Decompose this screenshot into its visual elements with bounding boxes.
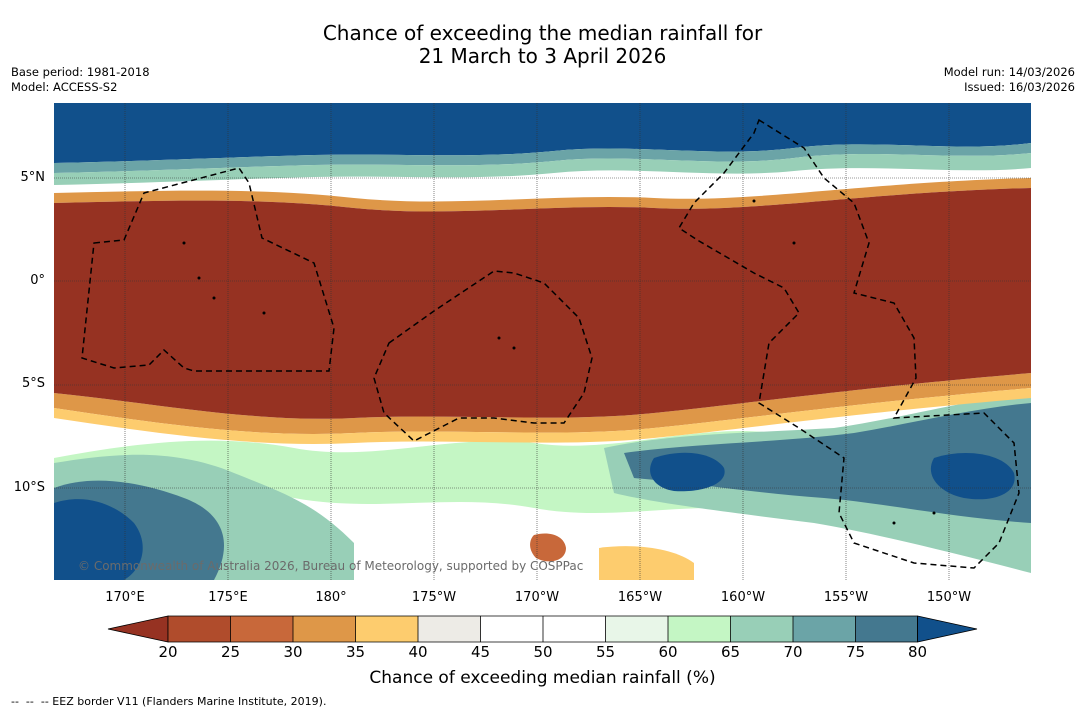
colorbar-high-extend (917, 615, 978, 643)
rainfall-map-svg (54, 103, 1031, 580)
colorbar-title: Chance of exceeding median rainfall (%) (369, 668, 716, 688)
islands (182, 199, 936, 525)
colorbar-tick-65: 65 (720, 643, 741, 661)
colorbar-tick-25: 25 (220, 643, 241, 661)
colorbar-tick-35: 35 (345, 643, 366, 661)
colorbar-tick-70: 70 (783, 643, 803, 661)
meta-left: Base period: 1981-2018 Model: ACCESS-S2 (11, 65, 150, 95)
model-run-text: Model run: 14/03/2026 (943, 65, 1075, 79)
issued-text: Issued: 16/03/2026 (964, 80, 1075, 94)
colorbar-tick-60: 60 (658, 643, 678, 661)
colorbar-tick-80: 80 (907, 643, 928, 661)
eez-kiribati-gilberts (81, 167, 335, 372)
lon-label-155w: 155°W (823, 590, 869, 605)
lon-label-175w: 175°W (411, 590, 457, 605)
north-transition (54, 178, 1031, 212)
colorbar-tick-55: 55 (595, 643, 616, 661)
eez-borders (81, 118, 1020, 569)
eez-line-islands (677, 118, 1020, 569)
equatorial-dry-band (54, 188, 1031, 419)
lat-label-10s: 10°S (13, 480, 45, 495)
lon-label-175e: 175°E (208, 590, 248, 605)
south-navy-west (54, 499, 143, 580)
graticule (54, 103, 1031, 580)
map-title-line1: Chance of exceeding the median rainfall … (322, 21, 763, 45)
lon-label-160w: 160°W (720, 590, 766, 605)
colorbar-bin-35-40 (355, 616, 418, 642)
colorbar-tick-40: 40 (408, 643, 428, 661)
colorbar-bin-40-45 (418, 616, 481, 642)
colorbar-bin-20-25 (168, 616, 231, 642)
north-green-band (54, 153, 1031, 185)
lon-label-170w: 170°W (514, 590, 560, 605)
model-text: Model: ACCESS-S2 (11, 80, 118, 94)
eez-footnote: -- -- -- EEZ border V11 (Flanders Marine… (11, 695, 327, 708)
colorbar-bin-45-50 (480, 616, 543, 642)
lat-label-0: 0° (30, 273, 45, 288)
colorbar-tick-75: 75 (845, 643, 866, 661)
lon-label-180: 180° (315, 590, 347, 605)
colorbar-bin-30-35 (293, 616, 356, 642)
north-navy-band (54, 103, 1031, 163)
lat-label-5n: 5°N (20, 170, 46, 185)
colorbar-bin-75-80 (855, 616, 918, 642)
colorbar-bin-60-65 (668, 616, 731, 642)
colorbar-bin-65-70 (730, 616, 793, 642)
colorbar-bin-25-30 (230, 616, 293, 642)
south-transition-yellow (54, 388, 1031, 444)
south-orange-patch (599, 546, 694, 580)
colorbar-outline (167, 615, 918, 643)
south-brown-patch (530, 533, 566, 562)
colorbar-tick-30: 30 (283, 643, 303, 661)
map-title: Chance of exceeding the median rainfall … (0, 22, 1085, 68)
colorbar-tick-20: 20 (158, 643, 178, 661)
map-title-line2: 21 March to 3 April 2026 (418, 44, 667, 68)
base-period-text: Base period: 1981-2018 (11, 65, 150, 79)
lon-label-165w: 165°W (617, 590, 663, 605)
lon-label-150w: 150°W (926, 590, 972, 605)
south-navy-east2 (930, 453, 1015, 500)
eez-phoenix (373, 270, 593, 442)
colorbar-bin-50-55 (543, 616, 606, 642)
south-blue-east (624, 403, 1031, 523)
north-teal-band (54, 143, 1031, 173)
lon-label-170e: 170°E (105, 590, 145, 605)
colorbar (107, 615, 978, 643)
colorbar-bin-55-60 (605, 616, 668, 642)
south-transition (54, 373, 1031, 434)
lat-label-5s: 5°S (21, 376, 45, 391)
colorbar-tick-45: 45 (470, 643, 491, 661)
colorbar-low-extend (107, 615, 169, 643)
south-navy-east1 (650, 452, 725, 492)
rainfall-map (54, 103, 1031, 580)
colorbar-tick-50: 50 (533, 643, 553, 661)
colorbar-bin-70-75 (793, 616, 856, 642)
copyright-text: © Commonwealth of Australia 2026, Bureau… (78, 559, 584, 573)
meta-right: Model run: 14/03/2026 Issued: 16/03/2026 (944, 65, 1075, 95)
